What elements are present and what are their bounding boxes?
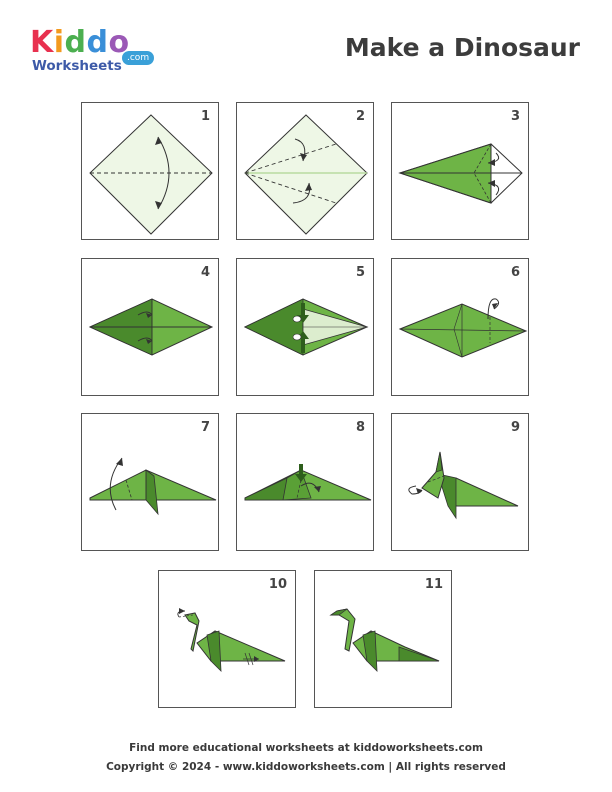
step-number: 2 (355, 109, 365, 124)
footer-line-2: Copyright © 2024 - www.kiddoworksheets.c… (106, 761, 506, 773)
logo-letter: d (86, 25, 109, 60)
step-panel-1: 1 (81, 102, 219, 240)
step-10-diagram (177, 608, 286, 673)
step-number: 10 (268, 577, 287, 592)
step-5-diagram (243, 298, 369, 356)
step-number: 11 (424, 577, 443, 592)
step-4-diagram (88, 298, 214, 356)
logo-wordmark: Kiddo (30, 26, 130, 60)
step-panel-3: 3 (391, 102, 529, 240)
logo-letter: o (108, 25, 130, 60)
step-number: 7 (200, 420, 210, 435)
step-2-diagram (244, 114, 368, 235)
logo-dotcom-badge: .com (122, 51, 155, 65)
step-panel-10: 10 (158, 570, 296, 708)
logo-letter: K (30, 25, 54, 60)
step-panel-8: 8 (236, 413, 374, 551)
step-11-diagram (329, 608, 440, 673)
logo[interactable]: Kiddo Worksheets .com (30, 26, 160, 76)
step-panel-7: 7 (81, 413, 219, 551)
step-panel-4: 4 (81, 258, 219, 396)
step-number: 6 (510, 265, 520, 280)
step-7-diagram (89, 457, 217, 516)
page-title: Make a Dinosaur (344, 33, 580, 62)
step-number: 9 (510, 420, 520, 435)
step-panel-9: 9 (391, 413, 529, 551)
step-3-diagram (398, 143, 523, 204)
step-number: 1 (200, 109, 210, 124)
logo-subtitle: Worksheets (32, 58, 122, 74)
footer-line-1: Find more educational worksheets at kidd… (129, 742, 483, 754)
step-8-diagram (244, 464, 372, 501)
step-number: 4 (200, 265, 210, 280)
logo-letter: i (53, 25, 65, 60)
step-1-diagram (89, 114, 213, 235)
step-panel-2: 2 (236, 102, 374, 240)
logo-letter: d (64, 25, 87, 60)
step-number: 3 (510, 109, 520, 124)
step-number: 5 (355, 265, 365, 280)
step-panel-11: 11 (314, 570, 452, 708)
step-9-diagram (408, 451, 519, 520)
step-panel-5: 5 (236, 258, 374, 396)
step-6-diagram (398, 298, 528, 358)
step-number: 8 (355, 420, 365, 435)
step-panel-6: 6 (391, 258, 529, 396)
